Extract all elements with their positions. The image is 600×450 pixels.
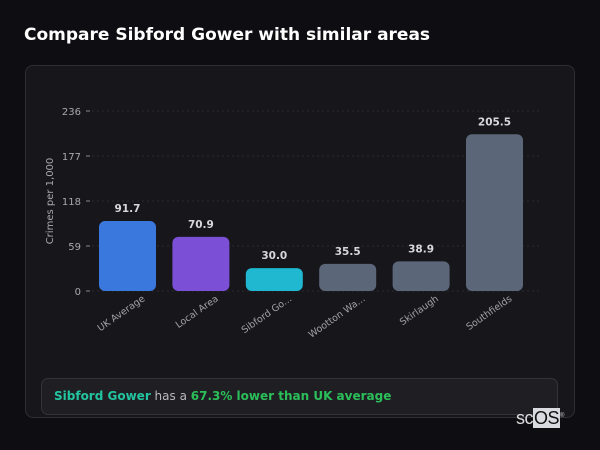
summary-comparison: 67.3% lower than UK average (190, 389, 392, 403)
scos-logo: scOS® (516, 408, 564, 428)
chart-card (25, 65, 575, 418)
summary-box: Sibford Gower has a 67.3% lower than UK … (41, 378, 558, 415)
page-title: Compare Sibford Gower with similar areas (24, 25, 431, 45)
summary-area: Sibford Gower (54, 389, 151, 403)
summary-middle: has a (150, 389, 191, 403)
